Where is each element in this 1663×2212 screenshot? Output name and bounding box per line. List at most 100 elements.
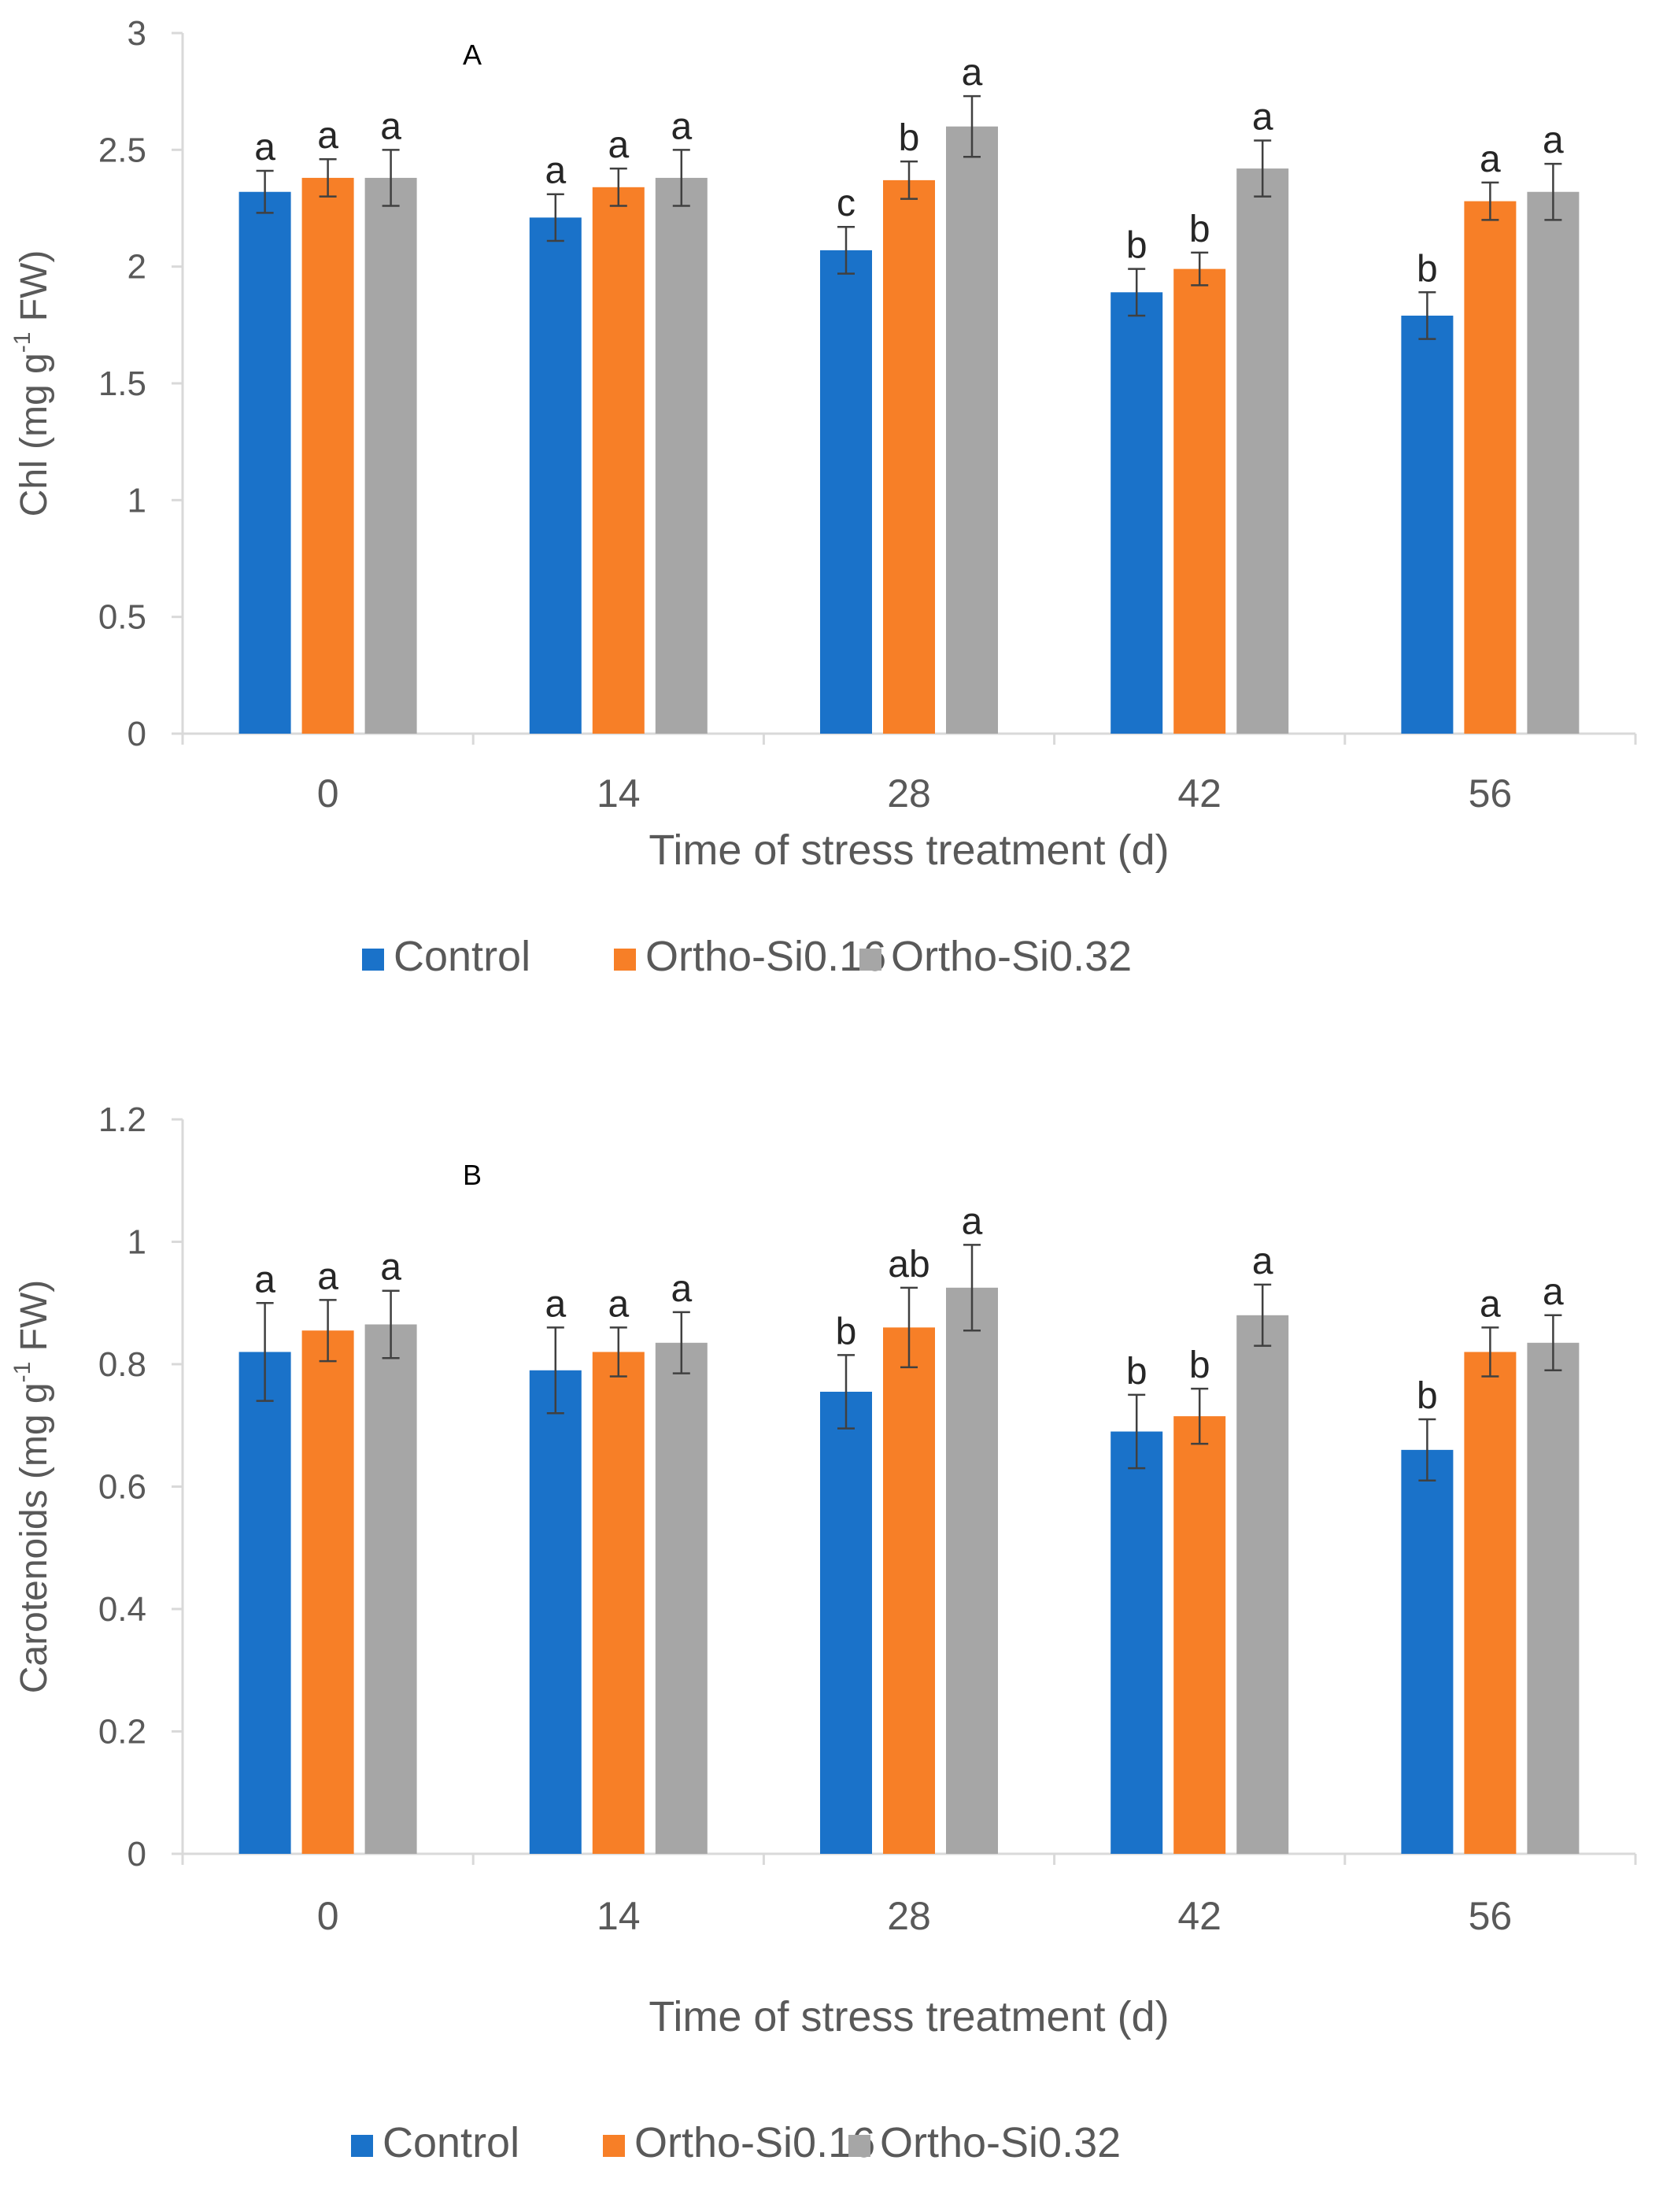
bar (655, 1342, 708, 1854)
y-tick-label: 0 (127, 715, 146, 753)
y-tick-label: 1 (127, 1223, 146, 1262)
bar (301, 177, 354, 734)
bar (238, 191, 291, 734)
bar (238, 1352, 291, 1854)
legend-label: Control (394, 933, 530, 980)
y-tick-label: 1 (127, 481, 146, 520)
significance-letter: a (608, 1283, 629, 1325)
bar (946, 1287, 998, 1854)
x-tick-label: 56 (1469, 1894, 1513, 1938)
significance-letter: b (899, 117, 920, 159)
significance-letter: a (962, 52, 983, 94)
bar (301, 1330, 354, 1854)
bar (1401, 1449, 1454, 1854)
bar (529, 1370, 582, 1854)
significance-letter: b (1417, 1375, 1438, 1417)
significance-letter: a (1543, 1271, 1564, 1313)
significance-letter: b (1189, 1345, 1210, 1386)
bar (946, 126, 998, 734)
y-axis-title: Chl (mg g-1 FW) (9, 250, 55, 517)
legend-swatch (859, 949, 881, 971)
significance-letter: a (1480, 139, 1501, 180)
bar (529, 217, 582, 734)
significance-letter: a (254, 127, 275, 168)
y-axis-title-main: Chl (mg g (13, 353, 55, 516)
x-tick-label: 42 (1177, 771, 1221, 816)
significance-letter: a (317, 115, 338, 157)
y-tick-label: 0.5 (98, 598, 146, 637)
legend-swatch (351, 2135, 373, 2157)
y-tick-label: 0.4 (98, 1590, 146, 1629)
y-tick-label: 2.5 (98, 131, 146, 169)
significance-letter: a (1480, 1283, 1501, 1325)
bar (1111, 1431, 1163, 1854)
significance-letter: a (380, 105, 401, 147)
x-tick-label: 28 (887, 1894, 931, 1938)
bar (820, 250, 872, 734)
y-axis-title-superscript: -1 (9, 1362, 35, 1383)
significance-letter: a (380, 1247, 401, 1289)
panel-label: A (463, 39, 482, 71)
x-tick-label: 0 (317, 1894, 339, 1938)
x-axis-title: Time of stress treatment (d) (649, 1993, 1169, 2040)
bar (1401, 315, 1454, 734)
x-tick-label: 42 (1177, 1894, 1221, 1938)
x-tick-label: 14 (597, 1894, 641, 1938)
y-axis-title-tail: FW) (13, 1280, 55, 1362)
legend-label: Control (382, 2119, 519, 2166)
significance-letter: b (1126, 1351, 1147, 1393)
significance-letter: a (545, 1283, 566, 1325)
bar (364, 177, 417, 734)
significance-letter: c (837, 183, 856, 224)
bar (820, 1391, 872, 1854)
bar (1527, 191, 1580, 734)
bar (883, 1327, 935, 1854)
significance-letter: b (1417, 248, 1438, 290)
bar (592, 187, 645, 734)
bar (1236, 1315, 1289, 1854)
bar (1173, 268, 1226, 734)
y-tick-label: 3 (127, 14, 146, 53)
legend-label: Ortho-Si0.32 (880, 2119, 1121, 2166)
bar (1111, 292, 1163, 734)
bar (883, 179, 935, 734)
y-tick-label: 2 (127, 248, 146, 287)
legend: Control Ortho-Si0.16 Ortho-Si0.32 (351, 2119, 1121, 2166)
significance-letter: a (254, 1259, 275, 1300)
bar (1464, 201, 1517, 734)
legend-swatch (362, 949, 384, 971)
legend-label: Ortho-Si0.32 (891, 933, 1132, 980)
y-tick-label: 1.5 (98, 364, 146, 403)
significance-letter: ab (888, 1244, 929, 1285)
bar (592, 1352, 645, 1854)
significance-letter: a (1543, 120, 1564, 161)
x-tick-label: 56 (1469, 771, 1513, 816)
significance-letter: a (317, 1256, 338, 1297)
bar (1236, 168, 1289, 734)
y-axis-title-main: Carotenoids (mg g (13, 1382, 55, 1693)
bar (655, 177, 708, 734)
y-tick-label: 1.2 (98, 1100, 146, 1139)
significance-letter: b (1126, 225, 1147, 267)
significance-letter: b (1189, 209, 1210, 250)
x-tick-label: 0 (317, 771, 339, 816)
x-axis-title: Time of stress treatment (d) (649, 827, 1169, 874)
bar (364, 1324, 417, 1854)
legend-swatch (603, 2135, 625, 2157)
y-tick-label: 0 (127, 1835, 146, 1874)
bar (1173, 1416, 1226, 1854)
legend: Control Ortho-Si0.16 Ortho-Si0.32 (362, 933, 1132, 980)
x-tick-label: 14 (597, 771, 641, 816)
significance-letter: a (1252, 96, 1273, 138)
y-tick-label: 0.8 (98, 1345, 146, 1384)
significance-letter: a (608, 124, 629, 166)
significance-letter: b (836, 1311, 857, 1352)
bar (1527, 1342, 1580, 1854)
legend-swatch (614, 949, 636, 971)
panel-label: B (463, 1159, 482, 1191)
y-tick-label: 0.6 (98, 1468, 146, 1507)
